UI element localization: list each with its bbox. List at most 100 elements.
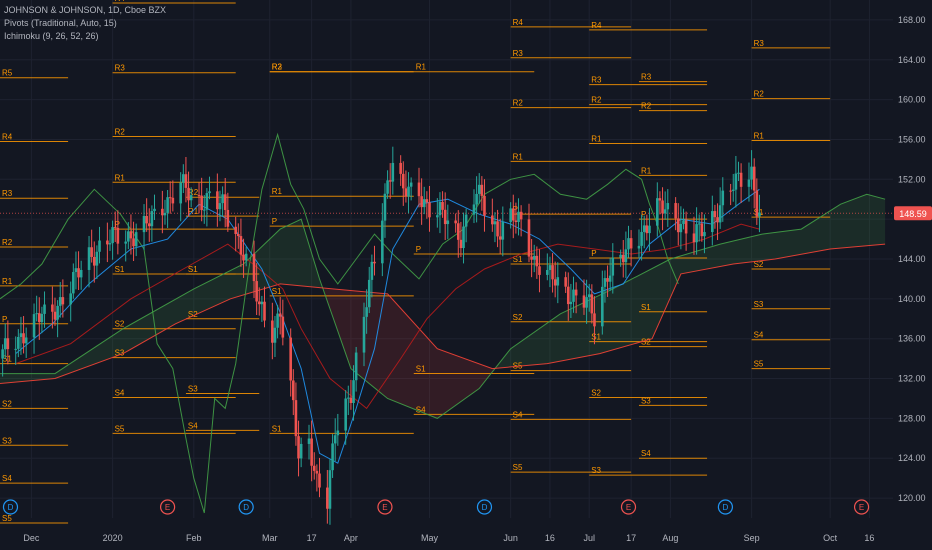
candle-body — [498, 236, 502, 240]
dividend-event-letter: D — [8, 503, 14, 512]
pivot-label-r2: R2 — [641, 102, 652, 111]
candle-body — [721, 190, 725, 206]
indicator-pivots-label[interactable]: Pivots (Traditional, Auto, 15) — [4, 18, 117, 28]
dividend-event-icon[interactable] — [238, 499, 254, 515]
candle-body — [234, 226, 237, 235]
x-tick-label: May — [421, 533, 439, 543]
candle-body — [517, 211, 520, 223]
candle-body — [77, 268, 80, 278]
candle-body — [511, 208, 515, 221]
candle-body — [679, 223, 683, 233]
pivot-label-r3: R3 — [272, 63, 283, 72]
x-tick-label: 2020 — [103, 533, 123, 543]
pivot-label-s2: S2 — [513, 313, 523, 322]
earnings-event-icon[interactable] — [620, 499, 637, 515]
candle-body — [747, 179, 751, 187]
pivot-label-s5: S5 — [115, 424, 125, 433]
earnings-event-icon[interactable] — [853, 499, 870, 515]
y-tick-label: 136.00 — [898, 334, 926, 344]
candle-body — [574, 289, 578, 296]
candle-body — [493, 221, 497, 225]
candle-body — [572, 289, 575, 302]
candle-body — [40, 313, 44, 323]
candle-body — [90, 247, 93, 257]
time-axis[interactable]: Dec 2020 Feb Mar 17 Apr May Jun 16 Jul 17 Aug Sep Oct… — [23, 533, 874, 543]
pivot-label-r2: R2 — [513, 99, 524, 108]
candle-body — [553, 279, 557, 286]
pivot-label-r2: R2 — [115, 127, 126, 136]
candle-body — [703, 232, 706, 237]
candle-body — [239, 236, 243, 255]
candle-body — [197, 195, 201, 197]
candle-body — [420, 196, 423, 208]
candle-body — [200, 195, 203, 211]
candle-body — [425, 199, 429, 203]
x-tick-label: Feb — [186, 533, 202, 543]
candle-body — [480, 184, 484, 196]
candle-body — [441, 201, 444, 210]
pivot-label-s4: S4 — [416, 405, 426, 414]
dividend-event-icon[interactable] — [717, 499, 733, 515]
candle-body — [289, 337, 292, 381]
last-price-badge[interactable] — [894, 206, 932, 221]
dividend-event-icon[interactable] — [476, 499, 493, 515]
candle-body — [37, 313, 41, 323]
pivot-label-s1: S1 — [115, 265, 125, 274]
candle-body — [297, 436, 300, 459]
pivot-label-r1: R1 — [641, 166, 652, 175]
earnings-event-icon[interactable] — [377, 499, 393, 515]
pivot-label-s1: S1 — [188, 265, 198, 274]
y-tick-label: 144.00 — [898, 254, 926, 264]
candle-body — [349, 397, 353, 403]
y-tick-label: 152.00 — [898, 174, 926, 184]
candle-body — [716, 217, 719, 223]
candle-body — [294, 400, 298, 437]
candle-body — [456, 223, 460, 240]
candle-body — [656, 198, 659, 226]
candle-body — [569, 301, 573, 305]
candle-body — [530, 256, 533, 260]
pivot-label-r2: R2 — [272, 63, 283, 72]
senkou-span-a-line — [0, 193, 886, 419]
pivot-label-r3: R3 — [591, 76, 602, 85]
earnings-event-icon[interactable] — [160, 499, 176, 515]
candle-body — [629, 238, 633, 249]
candle-body — [292, 380, 295, 401]
candle-body — [436, 215, 439, 218]
pivot-label-r1: R1 — [115, 173, 126, 182]
candle-body — [566, 286, 570, 305]
candle-body — [658, 198, 662, 201]
pivot-label-r2: R2 — [591, 96, 602, 105]
candle-body — [147, 223, 151, 227]
candle-body — [401, 173, 405, 189]
candle-body — [734, 173, 738, 190]
candle-body — [17, 336, 20, 349]
candle-body — [108, 243, 112, 245]
earnings-event-letter: E — [165, 503, 170, 512]
dividend-event-icon[interactable] — [2, 499, 19, 515]
pivot-label-r1: R1 — [416, 63, 427, 72]
candle-body — [14, 348, 18, 350]
pivot-label-s5: S5 — [2, 514, 12, 523]
candle-body — [477, 184, 481, 194]
candle-body — [318, 473, 321, 488]
candle-body — [564, 277, 567, 287]
candle-body — [202, 209, 206, 211]
candle-body — [362, 316, 366, 353]
candle-body — [346, 397, 350, 399]
price-axis[interactable]: 148.59 120.00 124.00 128.00 132.00 136.00 140.… — [894, 15, 932, 503]
candle-body — [491, 215, 494, 225]
candle-body — [163, 212, 167, 216]
candle-body — [700, 223, 704, 237]
candle-body — [69, 293, 73, 305]
x-tick-label: 16 — [545, 533, 555, 543]
candle-body — [648, 225, 651, 234]
candle-body — [326, 487, 329, 509]
indicator-ichimoku-label[interactable]: Ichimoku (9, 26, 52, 26) — [4, 31, 99, 41]
x-tick-label: Apr — [344, 533, 358, 543]
symbol-title[interactable]: JOHNSON & JOHNSON, 1D, Cboe BZX — [4, 5, 167, 15]
candle-body — [464, 214, 468, 227]
